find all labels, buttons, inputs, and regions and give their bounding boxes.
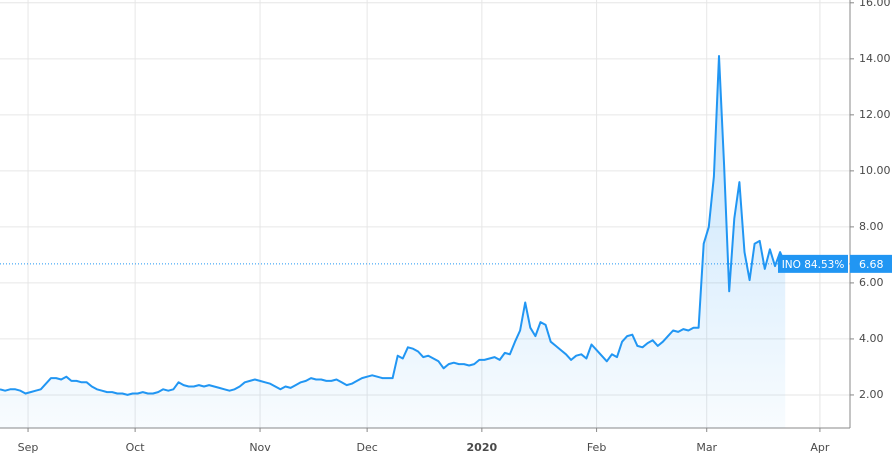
y-tick-label: 16.00 <box>859 0 891 9</box>
y-tick-label: 2.00 <box>859 388 884 401</box>
y-tick-label: 8.00 <box>859 220 884 233</box>
last-value-label: 6.68 <box>859 258 884 271</box>
price-line <box>0 55 787 396</box>
x-tick-label: Oct <box>126 441 146 454</box>
symbol-label: INO 84.53% <box>782 259 845 271</box>
y-tick-label: 6.00 <box>859 276 884 289</box>
last-value-badge <box>850 254 892 273</box>
y-tick-label: 14.00 <box>859 52 891 65</box>
x-tick-label: Mar <box>696 441 717 454</box>
symbol-badge <box>778 254 848 273</box>
x-tick-label: Sep <box>18 441 39 454</box>
y-tick-label: 12.00 <box>859 108 891 121</box>
y-tick-label: 4.00 <box>859 332 884 345</box>
y-tick-label: 10.00 <box>859 164 891 177</box>
x-tick-label: 2020 <box>467 441 498 454</box>
x-tick-label: Apr <box>810 441 830 454</box>
x-tick-label: Nov <box>249 441 271 454</box>
x-tick-label: Feb <box>587 441 606 454</box>
area-fill <box>0 56 786 428</box>
x-tick-label: Dec <box>356 441 377 454</box>
